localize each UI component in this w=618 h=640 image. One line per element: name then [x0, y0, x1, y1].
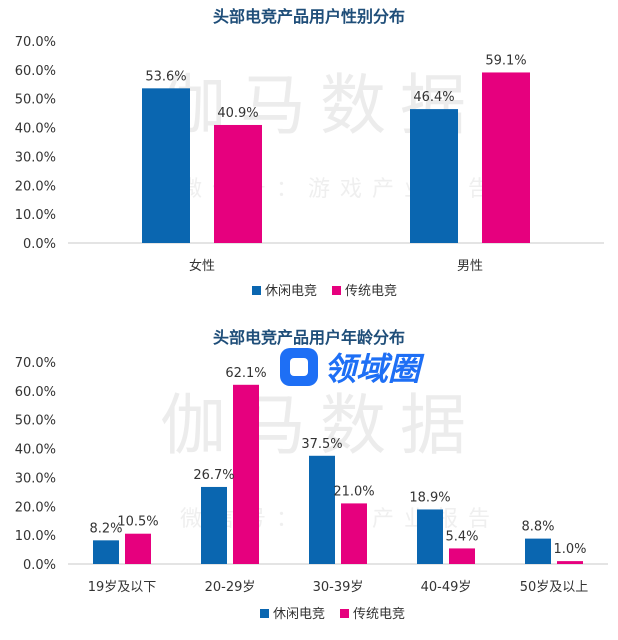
- y-tick-label: 60.0%: [15, 385, 56, 400]
- y-tick-label: 0.0%: [23, 558, 56, 573]
- logo-watermark: 领域圈: [280, 348, 425, 388]
- category-label: 19岁及以下: [88, 580, 157, 595]
- y-tick-label: 40.0%: [15, 443, 56, 458]
- logo-text: 领域圈: [324, 350, 425, 388]
- y-tick-label: 40.0%: [15, 122, 56, 137]
- data-label: 8.8%: [521, 520, 554, 535]
- data-label: 1.0%: [553, 542, 586, 557]
- data-label: 37.5%: [301, 437, 342, 452]
- data-label: 26.7%: [193, 468, 234, 483]
- bar-casual: [410, 109, 458, 243]
- data-label: 18.9%: [409, 490, 450, 505]
- y-tick-label: 70.0%: [15, 356, 56, 371]
- y-tick-label: 20.0%: [15, 179, 56, 194]
- x-axis-categories: 女性 男性: [189, 258, 483, 274]
- legend-swatch: [252, 286, 261, 295]
- x-axis-categories: 19岁及以下 20-29岁 30-39岁 40-49岁 50岁及以上: [88, 580, 589, 595]
- category-label: 50岁及以上: [520, 580, 589, 595]
- y-tick-label: 20.0%: [15, 500, 56, 515]
- bar-casual: [142, 88, 190, 243]
- y-tick-label: 30.0%: [15, 471, 56, 486]
- legend-label: 传统电竞: [345, 283, 397, 299]
- data-label: 46.4%: [413, 90, 454, 105]
- legend-swatch: [332, 286, 341, 295]
- data-label: 5.4%: [445, 529, 478, 544]
- bar-casual: [201, 486, 227, 564]
- age-chart-panel: 伽马数据微信号：游戏产业报告 头部电竞产品用户年龄分布 0.0% 10.0% 20.0%…: [0, 318, 618, 640]
- data-label: 10.5%: [117, 515, 158, 530]
- bars: [142, 72, 530, 243]
- y-tick-label: 0.0%: [23, 237, 56, 252]
- chart-title: 头部电竞产品用户性别分布: [213, 7, 405, 26]
- legend: 休闲电竞 传统电竞: [252, 283, 397, 299]
- bar-traditional: [482, 72, 530, 243]
- legend-label: 休闲电竞: [265, 283, 317, 299]
- data-label: 40.9%: [217, 106, 258, 121]
- category-label: 女性: [189, 258, 215, 274]
- category-label: 40-49岁: [421, 580, 472, 595]
- bar-traditional: [449, 548, 475, 564]
- data-labels: 8.2%10.5% 26.7% 62.1% 37.5% 21.0% 18.9% 5.4% 8.…: [89, 366, 586, 557]
- legend-swatch: [260, 609, 269, 618]
- logo-icon-inner: [290, 358, 308, 376]
- category-label: 20-29岁: [205, 580, 256, 595]
- legend-label: 休闲电竞: [273, 606, 325, 622]
- y-tick-label: 30.0%: [15, 150, 56, 165]
- data-labels: 53.6% 40.9% 46.4% 59.1%: [145, 53, 526, 121]
- y-tick-label: 70.0%: [15, 35, 56, 50]
- data-label: 59.1%: [485, 53, 526, 68]
- bar-traditional: [557, 561, 583, 564]
- watermark-brand: 伽马数据: [160, 387, 480, 464]
- y-tick-label: 50.0%: [15, 93, 56, 108]
- bar-traditional: [341, 503, 367, 564]
- y-tick-label: 10.0%: [15, 208, 56, 223]
- bar-casual: [309, 455, 335, 564]
- y-tick-label: 10.0%: [15, 529, 56, 544]
- bar-traditional: [125, 533, 151, 564]
- bar-traditional: [233, 384, 259, 564]
- gender-chart-panel: 伽马数据 微信号：游戏产业报告 头部电竞产品用户性别分布 0.0% 10.0% 20.0%…: [0, 0, 618, 318]
- y-axis-ticks: 0.0% 10.0% 20.0% 30.0% 40.0% 50.0% 60.0% 70.0%: [15, 356, 56, 573]
- category-label: 男性: [457, 259, 483, 274]
- legend: 休闲电竞 传统电竞: [260, 606, 405, 622]
- legend-swatch: [340, 609, 349, 618]
- bar-casual: [93, 540, 119, 564]
- watermark-subtitle: 微信号：游戏产业报告: [180, 507, 500, 532]
- chart-title: 头部电竞产品用户年龄分布: [213, 328, 405, 347]
- gender-distribution-chart: 伽马数据微信号：游戏产业报告头部电竞产品用户性别分布0.0%10.0%20.0%…: [15, 7, 604, 299]
- category-label: 30-39岁: [313, 580, 364, 595]
- data-label: 53.6%: [145, 69, 186, 84]
- bar-casual: [525, 538, 551, 564]
- y-tick-label: 60.0%: [15, 64, 56, 79]
- y-tick-label: 50.0%: [15, 414, 56, 429]
- data-label: 8.2%: [89, 521, 122, 536]
- data-label: 62.1%: [225, 366, 266, 381]
- data-label: 21.0%: [333, 484, 374, 499]
- y-axis-ticks: 0.0% 10.0% 20.0% 30.0% 40.0% 50.0% 60.0% 70.0%: [15, 35, 56, 252]
- bar-casual: [417, 509, 443, 564]
- bar-traditional: [214, 124, 262, 243]
- legend-label: 传统电竞: [353, 606, 405, 622]
- bars: [93, 384, 583, 564]
